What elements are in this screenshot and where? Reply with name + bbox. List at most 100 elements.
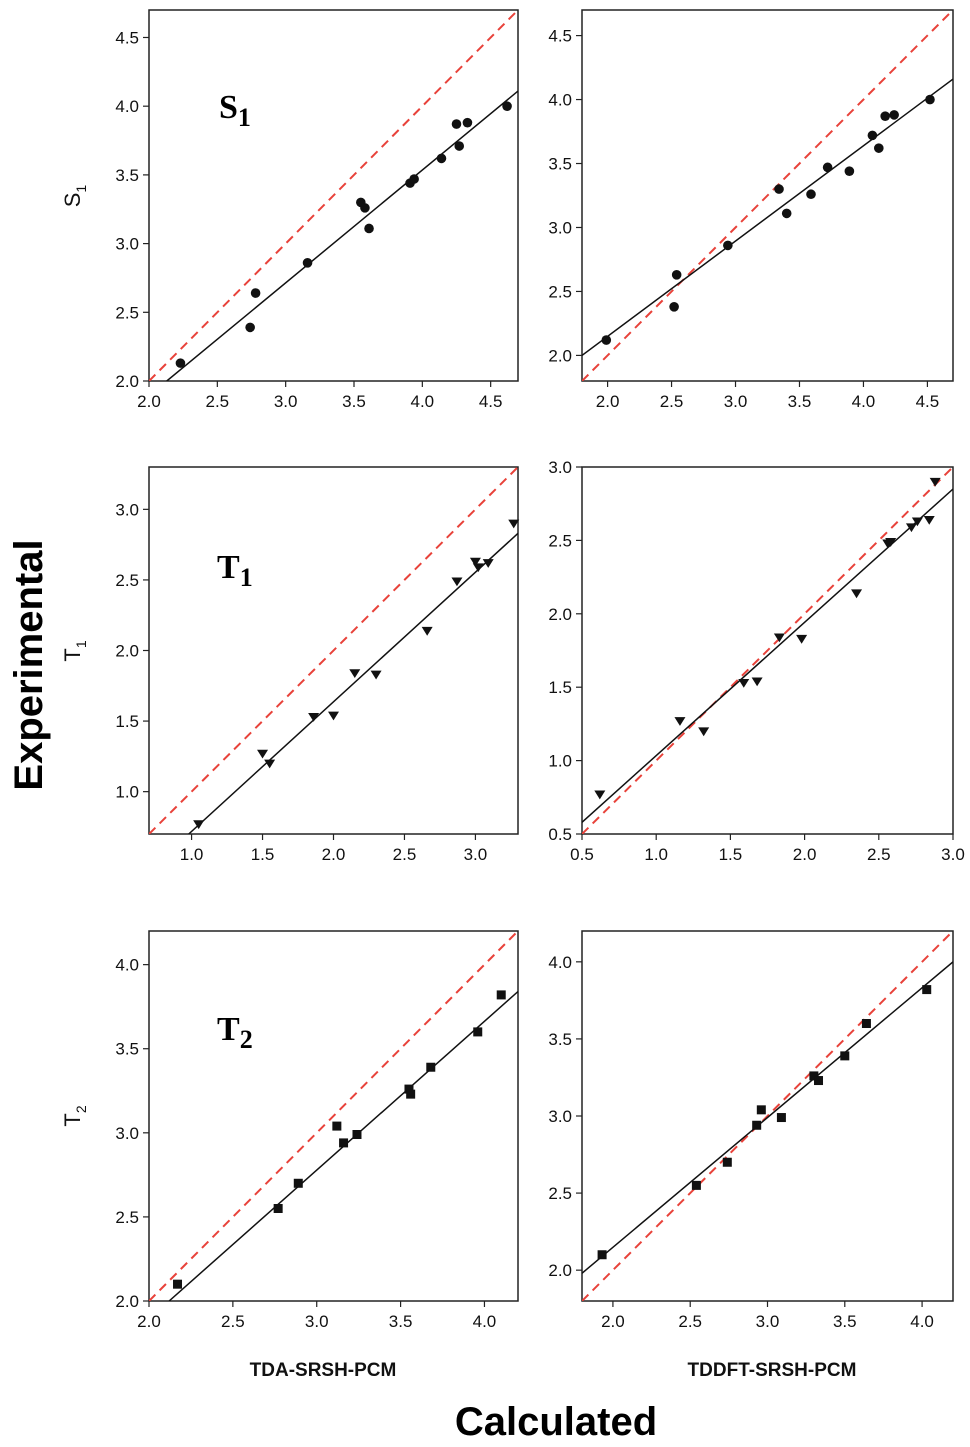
data-point [698, 727, 710, 737]
y-tick-label: 2.5 [548, 1184, 572, 1203]
x-tick-label: 2.5 [393, 845, 417, 864]
x-tick-label: 4.5 [916, 392, 940, 411]
y-tick-label: 3.5 [548, 155, 572, 174]
panel-annotation: S1 [219, 89, 251, 132]
y-tick-label: 2.5 [115, 303, 139, 322]
y-tick-label: 2.0 [548, 346, 572, 365]
plot-frame [148, 9, 519, 382]
x-tick-label: 3.0 [941, 845, 965, 864]
panel-annotation: T2 [217, 1011, 253, 1054]
data-point [814, 1076, 824, 1086]
y-tick-label: 3.0 [115, 235, 139, 254]
y-tick-label: 3.0 [115, 500, 139, 519]
x-tick-label: 3.5 [389, 1312, 413, 1331]
data-point [482, 559, 494, 568]
data-point [774, 184, 784, 194]
data-point [264, 759, 276, 769]
y-tick-label: 1.0 [548, 752, 572, 771]
data-point [773, 633, 785, 643]
data-point [409, 174, 419, 184]
data-point [352, 1130, 362, 1139]
data-point [508, 519, 520, 529]
data-point [691, 1180, 701, 1190]
data-point [674, 717, 686, 726]
x-tick-label: 1.0 [180, 845, 204, 864]
y-axis-state-label: T2 [60, 1105, 89, 1126]
data-point [436, 153, 447, 164]
data-point [469, 557, 481, 567]
data-point [822, 162, 833, 173]
x-tick-label: 3.0 [305, 1312, 329, 1331]
y-tick-label: 4.0 [115, 97, 139, 116]
data-point [867, 130, 878, 141]
data-point [496, 990, 506, 1000]
x-tick-label: 3.0 [756, 1312, 780, 1331]
x-tick-label: 1.5 [719, 845, 743, 864]
y-tick-label: 4.5 [115, 28, 139, 47]
data-point [929, 477, 941, 487]
y-tick-label: 3.5 [115, 166, 139, 185]
x-tick-label: 3.0 [274, 392, 298, 411]
fit-line [582, 488, 953, 823]
x-tick-label: 2.0 [137, 1312, 161, 1331]
x-tick-label: 3.0 [724, 392, 748, 411]
data-point [293, 1178, 303, 1188]
identity-line [149, 467, 518, 834]
x-tick-label: 2.0 [596, 392, 620, 411]
data-point [462, 117, 473, 128]
x-tick-label: 3.5 [788, 392, 812, 411]
x-tick-label: 2.0 [322, 845, 346, 864]
panel-t2-tddft: 2.0 2.5 3.0 3.5 4.0 2.0 2.5 3.0 3.5 4.0 [548, 930, 954, 1331]
y-tick-label: 1.5 [548, 678, 572, 697]
y-tick-label: 3.0 [548, 1107, 572, 1126]
fit-line [582, 961, 953, 1274]
data-point [173, 1279, 183, 1289]
y-tick-label: 4.5 [548, 27, 572, 46]
panels: 2.0 2.5 3.0 3.5 4.0 4.5 2.0 2.5 3.0 3.5 4.0 4.5 S1 S1… [60, 9, 965, 1331]
data-point [426, 1062, 436, 1072]
identity-line [582, 931, 953, 1301]
data-point [175, 358, 186, 368]
plot-frame [148, 930, 519, 1302]
y-tick-label: 3.0 [548, 218, 572, 237]
fit-line [582, 78, 953, 357]
data-point [885, 538, 897, 547]
data-point [669, 302, 679, 312]
data-point [752, 1120, 762, 1130]
x-tick-label: 2.0 [601, 1312, 625, 1331]
x-tick-label: 4.0 [910, 1312, 934, 1331]
data-point [601, 335, 612, 345]
x-tick-label: 1.5 [251, 845, 275, 864]
identity-line [582, 467, 953, 834]
y-tick-label: 1.0 [115, 783, 139, 802]
y-axis-label-experimental: Experimental [7, 539, 51, 790]
data-point [723, 240, 733, 251]
panel-s1-tda: 2.0 2.5 3.0 3.5 4.0 4.5 2.0 2.5 3.0 3.5 4.0 4.5 S1 S1 [60, 9, 519, 411]
x-tick-label: 1.0 [644, 845, 668, 864]
data-point [364, 223, 374, 234]
data-point [332, 1121, 342, 1131]
data-point [421, 626, 433, 636]
column-label-tddft: TDDFT-SRSH-PCM [688, 1360, 857, 1381]
y-tick-label: 3.5 [115, 1040, 139, 1059]
data-point [806, 189, 816, 200]
data-point [756, 1105, 766, 1115]
panel-t2-tda: 2.0 2.5 3.0 3.5 4.0 2.0 2.5 3.0 3.5 4.0 T2 T2 [60, 930, 519, 1331]
data-point [406, 1089, 416, 1099]
data-point [738, 678, 750, 688]
data-point [370, 670, 382, 680]
y-tick-label: 3.5 [548, 1030, 572, 1049]
y-axis-state-label: S1 [60, 185, 89, 208]
x-axis-label-calculated: Calculated [455, 1400, 657, 1444]
data-point [302, 258, 313, 268]
data-point [911, 517, 923, 527]
data-point [671, 270, 682, 280]
data-point [889, 110, 899, 120]
data-point [308, 712, 320, 722]
x-tick-label: 4.0 [852, 392, 876, 411]
x-tick-label: 4.0 [473, 1312, 497, 1331]
column-label-tda: TDA-SRSH-PCM [250, 1360, 397, 1381]
data-point [594, 790, 606, 800]
data-point [597, 1250, 607, 1260]
